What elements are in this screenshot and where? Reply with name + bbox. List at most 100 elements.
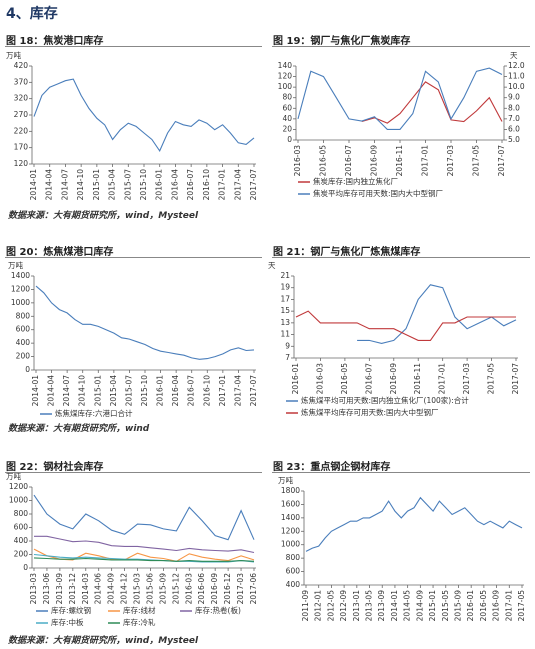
- y-tick-label: 19: [280, 283, 290, 292]
- x-tick-label: 2015-07: [123, 169, 132, 201]
- series-line: [357, 284, 517, 344]
- legend-label: 库存:热卷(板): [195, 605, 241, 615]
- x-tick-label: 2017-04: [233, 375, 242, 407]
- x-tick-label: 2012-01: [314, 590, 323, 622]
- y-tick-label: 15: [280, 306, 290, 315]
- x-tick-label: 2016-06: [197, 573, 206, 605]
- chart-title: 图 18：焦炭港口库存: [6, 36, 104, 47]
- x-tick-label: 2016-11: [395, 145, 404, 177]
- chart-title: 图 20：炼焦煤港口库存: [6, 247, 114, 258]
- y-unit: 万吨: [6, 50, 21, 60]
- x-tick-label: 2016-01: [156, 375, 165, 407]
- y2-tick-label: 7.0: [508, 114, 520, 123]
- x-tick-label: 2014-01: [29, 169, 38, 201]
- x-tick-label: 2015-09: [453, 590, 462, 622]
- x-tick-label: 2014-09: [107, 573, 116, 605]
- y2-tick-label: 9.0: [508, 93, 520, 102]
- y-tick-label: 21: [280, 271, 290, 280]
- y-tick-label: 120: [14, 159, 29, 168]
- x-tick-label: 2016-09: [492, 590, 501, 622]
- y-tick-label: 0: [25, 365, 30, 374]
- x-tick-label: 2017-03: [236, 573, 245, 605]
- x-tick-label: 2014-07: [62, 375, 71, 407]
- y-tick-label: 1200: [281, 526, 300, 535]
- y2-tick-label: 10.0: [508, 82, 525, 91]
- x-tick-label: 2016-05: [319, 145, 328, 177]
- y-unit: 万吨: [8, 260, 23, 270]
- y-tick-label: 1400: [11, 271, 30, 280]
- y-tick-label: 600: [286, 567, 301, 576]
- chart: 7 9 11 13 15 17 19 21 天 2016-01 2016-03 2016-05 2016…: [268, 261, 520, 417]
- x-tick-label: 2015-04: [109, 375, 118, 407]
- rule: [272, 46, 530, 47]
- y-tick-label: 800: [14, 509, 29, 518]
- x-tick-label: 2014-10: [76, 169, 85, 201]
- series-line: [33, 494, 255, 541]
- rule: [5, 46, 262, 47]
- y-tick-label: 1200: [11, 284, 30, 293]
- y-tick-label: 270: [14, 110, 29, 119]
- x-tick-label: 2015-10: [139, 169, 148, 201]
- x-tick-label: 2016-01: [466, 590, 475, 622]
- y-tick-label: 9: [285, 341, 290, 350]
- y-tick-label: 100: [278, 82, 293, 91]
- x-tick-label: 2013-05: [365, 590, 374, 622]
- rule: [5, 472, 262, 473]
- x-tick-label: 2016-10: [202, 169, 211, 201]
- x-tick-label: 2017-07: [497, 145, 506, 177]
- x-tick-label: 2016-01: [291, 363, 300, 395]
- x-tick-label: 2017-03: [462, 363, 471, 395]
- x-tick-label: 2017-05: [517, 590, 526, 622]
- x-tick-label: 2015-06: [145, 573, 154, 605]
- series-line: [295, 310, 516, 341]
- x-tick-label: 2017-07: [511, 363, 520, 395]
- chart-title: 图 21：钢厂与焦化厂炼焦煤库存: [273, 247, 421, 258]
- x-tick-label: 2014-01: [31, 375, 40, 407]
- y-tick-label: 1400: [281, 513, 300, 522]
- source-note: 数据来源：大有期货研究所，wind，Mysteel: [8, 211, 199, 221]
- x-tick-label: 2014-04: [47, 375, 56, 407]
- y-tick-label: 370: [14, 77, 29, 86]
- y-tick-label: 1000: [11, 298, 30, 307]
- y-unit: 万吨: [6, 473, 21, 481]
- y-tick-label: 40: [282, 114, 292, 123]
- x-tick-label: 2016-07: [344, 145, 353, 177]
- x-tick-label: 2017-07: [249, 169, 258, 201]
- x-tick-label: 2017-05: [472, 145, 481, 177]
- x-tick-label: 2016-03: [184, 573, 193, 605]
- series-line: [33, 557, 255, 562]
- x-tick-label: 2017-05: [487, 363, 496, 395]
- series-line: [297, 67, 503, 130]
- x-tick-label: 2016-03: [315, 363, 324, 395]
- x-tick-label: 2014-03: [81, 573, 90, 605]
- y-tick-label: 600: [16, 325, 31, 334]
- x-tick-label: 2015-04: [108, 169, 117, 201]
- y-tick-label: 400: [16, 338, 31, 347]
- x-tick-label: 2016-04: [170, 169, 179, 201]
- rule: [5, 257, 262, 258]
- y-tick-label: 20: [282, 124, 292, 133]
- y-tick-label: 1000: [9, 496, 28, 505]
- y-tick-label: 170: [14, 143, 29, 152]
- x-tick-label: 2015-03: [133, 573, 142, 605]
- y2-tick-label: 5.0: [508, 135, 520, 144]
- x-tick-label: 2015-01: [92, 169, 101, 201]
- x-tick-label: 2012-05: [326, 590, 335, 622]
- x-tick-label: 2017-01: [218, 375, 227, 407]
- x-tick-label: 2016-11: [413, 363, 422, 395]
- x-tick-label: 2017-01: [438, 363, 447, 395]
- x-tick-label: 2014-06: [94, 573, 103, 605]
- legend-label: 焦炭平均库存可用天数:国内大中型钢厂: [313, 188, 444, 198]
- series-line: [34, 535, 255, 554]
- chart-title: 图 19：钢厂与焦化厂焦炭库存: [273, 36, 411, 47]
- x-tick-label: 2013-03: [29, 573, 38, 605]
- y2-tick-label: 8.0: [508, 103, 520, 112]
- x-tick-label: 2017-01: [421, 145, 430, 177]
- x-tick-label: 2016-07: [364, 363, 373, 395]
- y-tick-label: 0: [23, 563, 28, 572]
- y-tick-label: 1600: [281, 499, 300, 508]
- x-tick-label: 2011-09: [301, 590, 310, 622]
- y2-tick-label: 12.0: [508, 61, 525, 70]
